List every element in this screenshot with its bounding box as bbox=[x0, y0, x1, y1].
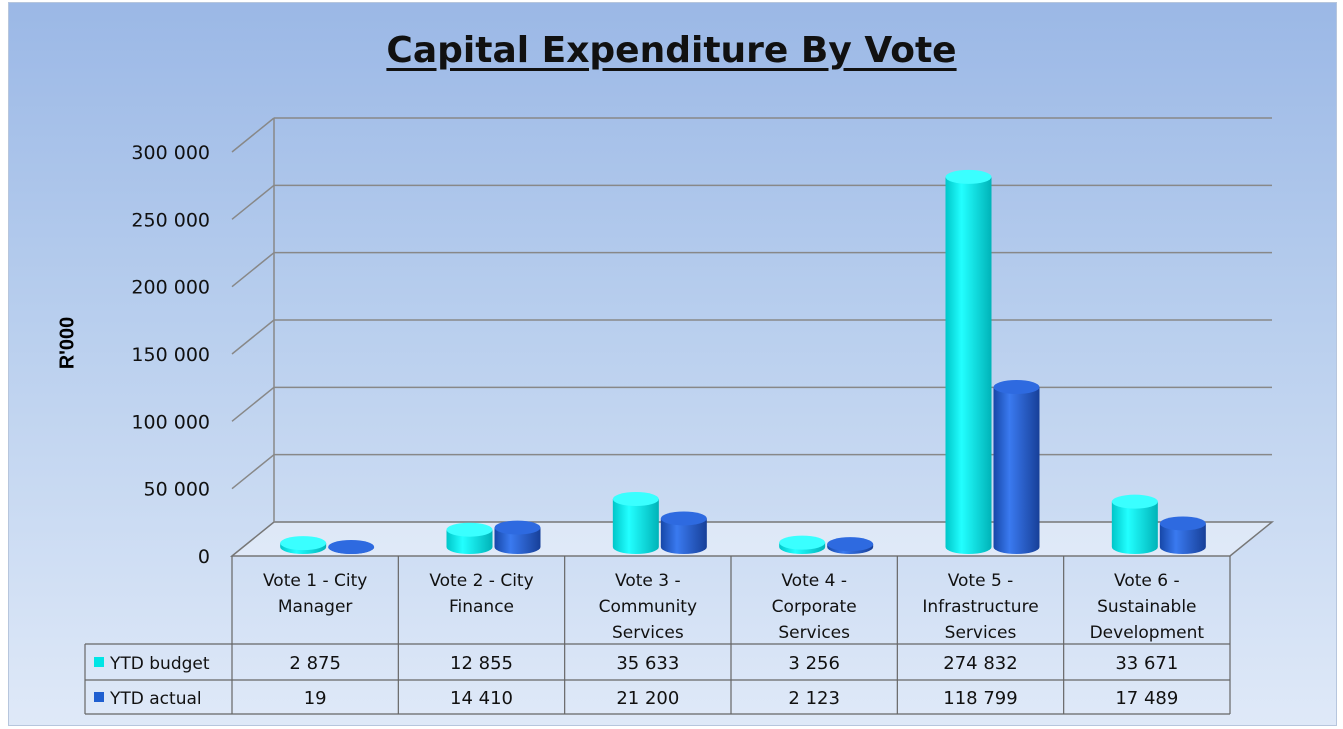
category-label: Vote 1 - City bbox=[263, 571, 367, 591]
bar-budget bbox=[945, 169, 992, 554]
data-label: 33 671 bbox=[1115, 653, 1178, 674]
category-label: Finance bbox=[449, 597, 514, 617]
bar-top bbox=[280, 536, 327, 551]
y-tick-label: 200 000 bbox=[131, 277, 210, 299]
bar-budget bbox=[1111, 494, 1158, 554]
bar-actual bbox=[1159, 516, 1206, 554]
bar-top bbox=[993, 380, 1040, 395]
data-label: 2 875 bbox=[289, 653, 341, 674]
data-label: 35 633 bbox=[616, 653, 679, 674]
bar-top bbox=[1111, 494, 1158, 509]
category-label: Manager bbox=[278, 597, 353, 617]
bar-body bbox=[612, 499, 659, 554]
category-label: Vote 2 - City bbox=[429, 571, 533, 591]
category-label: Development bbox=[1090, 623, 1205, 643]
bar-actual bbox=[993, 380, 1040, 554]
category-label: Corporate bbox=[772, 597, 857, 617]
bar-actual bbox=[328, 539, 375, 554]
category-label: Vote 5 - bbox=[948, 571, 1014, 591]
bar-actual bbox=[827, 537, 874, 554]
bar-top bbox=[1159, 516, 1206, 531]
category-label: Sustainable bbox=[1097, 597, 1196, 617]
gridline-diagonal bbox=[231, 252, 275, 288]
y-tick-label: 0 bbox=[198, 546, 210, 568]
gridline-diagonal bbox=[231, 184, 275, 220]
bar-top bbox=[779, 535, 826, 550]
bar-body bbox=[494, 527, 541, 554]
bar-top bbox=[446, 522, 493, 537]
data-label: 19 bbox=[304, 688, 327, 709]
data-label: 17 489 bbox=[1115, 688, 1178, 709]
gridline-diagonal bbox=[231, 386, 275, 422]
category-label: Services bbox=[945, 623, 1017, 643]
y-tick-label: 100 000 bbox=[131, 411, 210, 433]
bar-budget bbox=[779, 535, 826, 554]
bar-budget bbox=[280, 536, 327, 554]
y-tick-label: 250 000 bbox=[131, 209, 210, 231]
bar-budget bbox=[612, 492, 659, 554]
bar-body bbox=[993, 387, 1040, 554]
data-label: 118 799 bbox=[943, 688, 1017, 709]
gridline-diagonal bbox=[231, 117, 275, 153]
category-label: Vote 3 - bbox=[615, 571, 681, 591]
category-label: Services bbox=[778, 623, 850, 643]
bar-top bbox=[660, 511, 707, 526]
bar-top bbox=[494, 520, 541, 535]
data-label: 21 200 bbox=[616, 688, 679, 709]
category-label: Vote 4 - bbox=[781, 571, 847, 591]
data-label: 12 855 bbox=[450, 653, 513, 674]
chart-frame bbox=[8, 2, 1337, 726]
data-label: 2 123 bbox=[788, 688, 840, 709]
legend-key bbox=[94, 692, 104, 702]
bar-top bbox=[612, 492, 659, 507]
bar-body bbox=[1159, 523, 1206, 554]
legend-key bbox=[94, 657, 104, 667]
bar-top bbox=[827, 537, 874, 552]
category-label: Vote 6 - bbox=[1114, 571, 1180, 591]
y-tick-label: 50 000 bbox=[144, 479, 210, 501]
data-label: 274 832 bbox=[943, 653, 1017, 674]
y-tick-label: 300 000 bbox=[131, 142, 210, 164]
bar-body bbox=[446, 529, 493, 554]
category-label: Services bbox=[612, 623, 684, 643]
gridline-diagonal bbox=[231, 319, 275, 355]
bar-top bbox=[945, 169, 992, 184]
bar-body bbox=[660, 518, 707, 554]
legend-label: YTD actual bbox=[109, 689, 202, 709]
legend-label: YTD budget bbox=[109, 654, 210, 674]
bar-body bbox=[945, 176, 992, 554]
bar-body bbox=[1111, 501, 1158, 554]
data-label: 3 256 bbox=[788, 653, 840, 674]
chart-title: Capital Expenditure By Vote bbox=[386, 30, 957, 71]
category-label: Community bbox=[599, 597, 697, 617]
bar-actual bbox=[494, 520, 541, 554]
bar-actual bbox=[660, 511, 707, 554]
gridline-diagonal bbox=[231, 454, 275, 490]
bar-top bbox=[328, 539, 375, 554]
category-label: Infrastructure bbox=[922, 597, 1038, 617]
data-label: 14 410 bbox=[450, 688, 513, 709]
bar-budget bbox=[446, 522, 493, 554]
y-tick-label: 150 000 bbox=[131, 344, 210, 366]
